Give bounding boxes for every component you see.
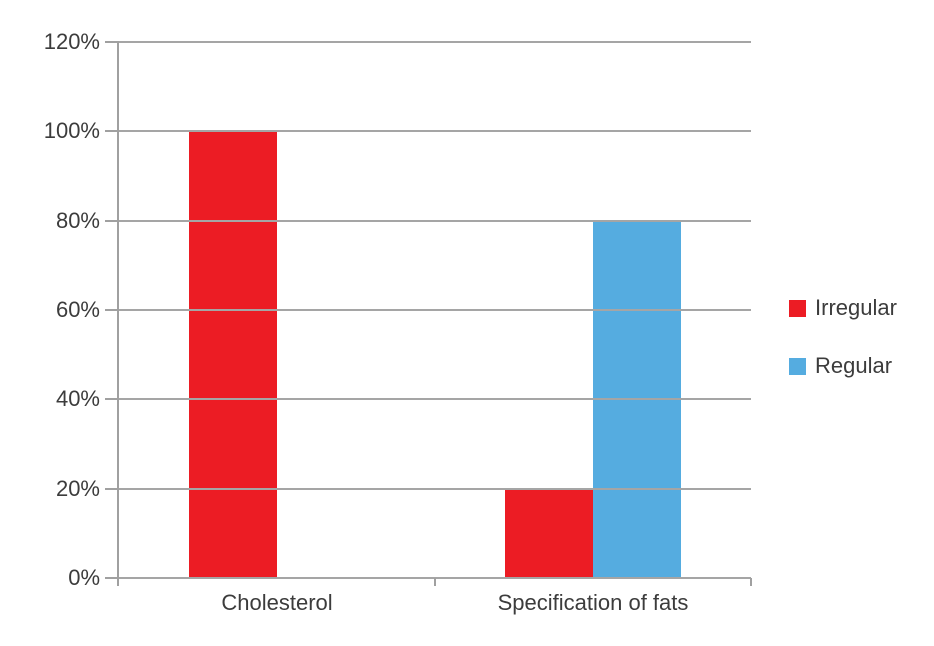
y-axis-line — [117, 41, 119, 586]
y-tick-label-60%: 60% — [55, 297, 100, 322]
x-axis-labels: Cholesterol Specification of fats — [119, 590, 751, 616]
gridline-60% — [119, 309, 751, 311]
category-label-specification-of-fats: Specification of fats — [497, 590, 689, 615]
y-axis-tick-20% — [105, 487, 117, 490]
legend-label-irregular: Irregular — [815, 295, 897, 320]
gridline-120% — [119, 41, 751, 43]
gridline-20% — [119, 487, 751, 490]
y-tick-label-40%: 40% — [55, 386, 100, 412]
legend-item-irregular: Irregular — [789, 295, 897, 321]
y-axis-tick-0% — [105, 577, 117, 579]
category-label-cholesterol: Cholesterol — [221, 590, 333, 615]
y-tick-label-80%: 80% — [55, 207, 100, 233]
bar-irregular-specification-of-fats — [505, 488, 593, 578]
y-axis-tick-40% — [105, 398, 117, 401]
y-tick-label-20%: 20% — [55, 475, 100, 501]
x-axis-tick-1 — [434, 578, 436, 586]
legend: Irregular Regular — [789, 295, 897, 379]
y-tick-label-100%: 100% — [43, 118, 100, 144]
legend-label-regular: Regular — [815, 353, 893, 378]
y-tick-label-120%: 120% — [43, 29, 100, 54]
x-axis-tick-2 — [750, 578, 752, 586]
gridline-40% — [119, 398, 751, 401]
plot-area — [119, 41, 751, 579]
gridline-80% — [119, 219, 751, 222]
y-axis-tick-labels: 0% 20% 40% 60% 80% 100% 120% — [0, 0, 100, 646]
y-axis-tick-100% — [105, 130, 117, 133]
y-axis-tick-120% — [105, 41, 117, 43]
legend-item-regular: Regular — [789, 353, 897, 379]
legend-swatch-regular-icon — [789, 357, 806, 375]
legend-swatch-irregular-icon — [789, 299, 806, 317]
bar-irregular-cholesterol — [189, 131, 277, 578]
y-axis-tick-80% — [105, 219, 117, 222]
y-tick-label-0%: 0% — [68, 565, 100, 590]
y-axis-tick-60% — [105, 309, 117, 311]
gridline-100% — [119, 130, 751, 133]
